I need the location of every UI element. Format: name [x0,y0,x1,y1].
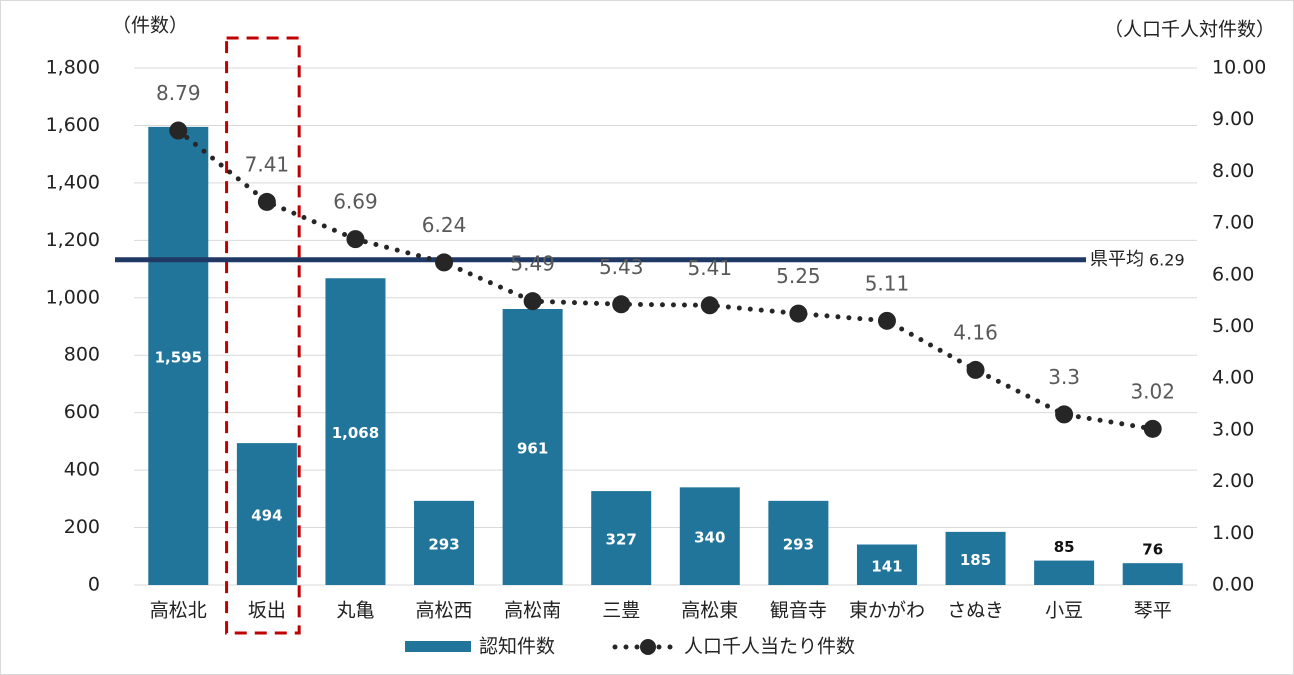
y2-tick-label: 2.00 [1212,470,1254,492]
y-tick-label: 1,600 [46,114,100,136]
x-tick-label: 高松北 [150,600,207,622]
y-axis-label: （件数） [112,15,188,37]
line-value-label: 3.3 [1048,365,1080,389]
y-tick-label: 0 [88,574,100,596]
y2-tick-label: 0.00 [1212,574,1254,596]
line-value-label: 5.41 [688,256,733,280]
line-marker [966,360,985,379]
y2-tick-label: 9.00 [1212,108,1254,130]
line-marker [700,296,719,315]
x-tick-label: 坂出 [248,600,286,622]
bar [148,126,209,585]
x-tick-label: 東かがわ [849,600,925,622]
bar [502,308,563,585]
highlight-box [225,36,301,635]
line-marker [1055,405,1074,424]
line-marker [435,253,454,272]
legend-label: 人口千人当たり件数 [684,636,855,658]
y-tick-label: 1,800 [46,57,100,79]
bar-value-label: 293 [783,535,814,553]
line-value-label: 5.25 [776,264,821,288]
reference-value: 6.29 [1149,250,1185,269]
line-value-label: 5.11 [865,271,910,295]
line-marker [612,295,631,314]
y-tick-label: 1,000 [46,286,100,308]
bar-value-label: 293 [428,535,459,553]
y2-tick-label: 1.00 [1212,522,1254,544]
bar-value-label: 961 [517,439,548,457]
y2-tick-label: 5.00 [1212,315,1254,337]
y2-tick-label: 6.00 [1212,263,1254,285]
line-marker [877,311,896,330]
line [175,128,1156,432]
bar [236,443,297,585]
legend-marker [640,639,656,655]
bar-value-label: 327 [606,531,637,549]
line-marker [346,230,365,249]
bar-value-label: 1,068 [332,424,379,442]
legend-swatch [405,641,471,652]
bar [414,500,475,585]
x-tick-label: 高松西 [416,600,473,622]
line-marker [523,292,542,311]
line-value-label: 5.43 [599,255,644,279]
line-value-label: 8.79 [156,81,201,105]
x-tick-label: 丸亀 [336,600,374,622]
bar-value-label: 85 [1054,538,1075,556]
legend-label: 認知件数 [479,636,555,658]
y-tick-label: 800 [64,344,100,366]
y2-tick-label: 7.00 [1212,212,1254,234]
y-tick-label: 1,200 [46,229,100,251]
bar-value-label: 76 [1142,541,1163,559]
line-value-label: 6.69 [333,190,378,214]
line-value-label: 6.24 [422,213,467,237]
bar-value-label: 494 [251,507,282,525]
bar [945,531,1006,585]
line-marker [789,304,808,323]
x-tick-label: 高松南 [504,600,561,622]
line-marker [257,192,276,211]
line-value-label: 7.41 [245,152,290,176]
x-tick-label: さぬき [947,600,1004,622]
bar-value-label: 141 [871,557,902,575]
bar [768,500,829,585]
y-tick-label: 200 [64,516,100,538]
bar [856,544,917,585]
bar [591,491,652,585]
bar [1034,560,1095,585]
x-tick-label: 小豆 [1045,600,1083,622]
y2-axis-label: （人口千人対件数） [1104,19,1275,41]
y-tick-label: 400 [64,459,100,481]
line-value-label: 3.02 [1130,379,1175,403]
y2-tick-label: 10.00 [1212,57,1266,79]
y2-tick-label: 8.00 [1212,160,1254,182]
y2-tick-label: 4.00 [1212,367,1254,389]
bar-value-label: 340 [694,529,725,547]
y-tick-label: 1,400 [46,171,100,193]
x-tick-label: 三豊 [602,600,640,622]
y-tick-label: 600 [64,401,100,423]
bar [679,487,740,585]
bar-value-label: 185 [960,551,991,569]
line-marker [1143,419,1162,438]
y2-tick-label: 3.00 [1212,418,1254,440]
x-tick-label: 観音寺 [770,600,827,622]
bar-value-label: 1,595 [155,348,202,366]
line-marker [169,121,188,140]
x-tick-label: 琴平 [1134,600,1172,622]
reference-label: 県平均 [1090,249,1144,270]
line-value-label: 4.16 [953,320,998,344]
bar [1122,563,1183,585]
line-value-label: 5.49 [510,252,555,276]
x-tick-label: 高松東 [681,600,738,622]
bar [325,278,386,585]
